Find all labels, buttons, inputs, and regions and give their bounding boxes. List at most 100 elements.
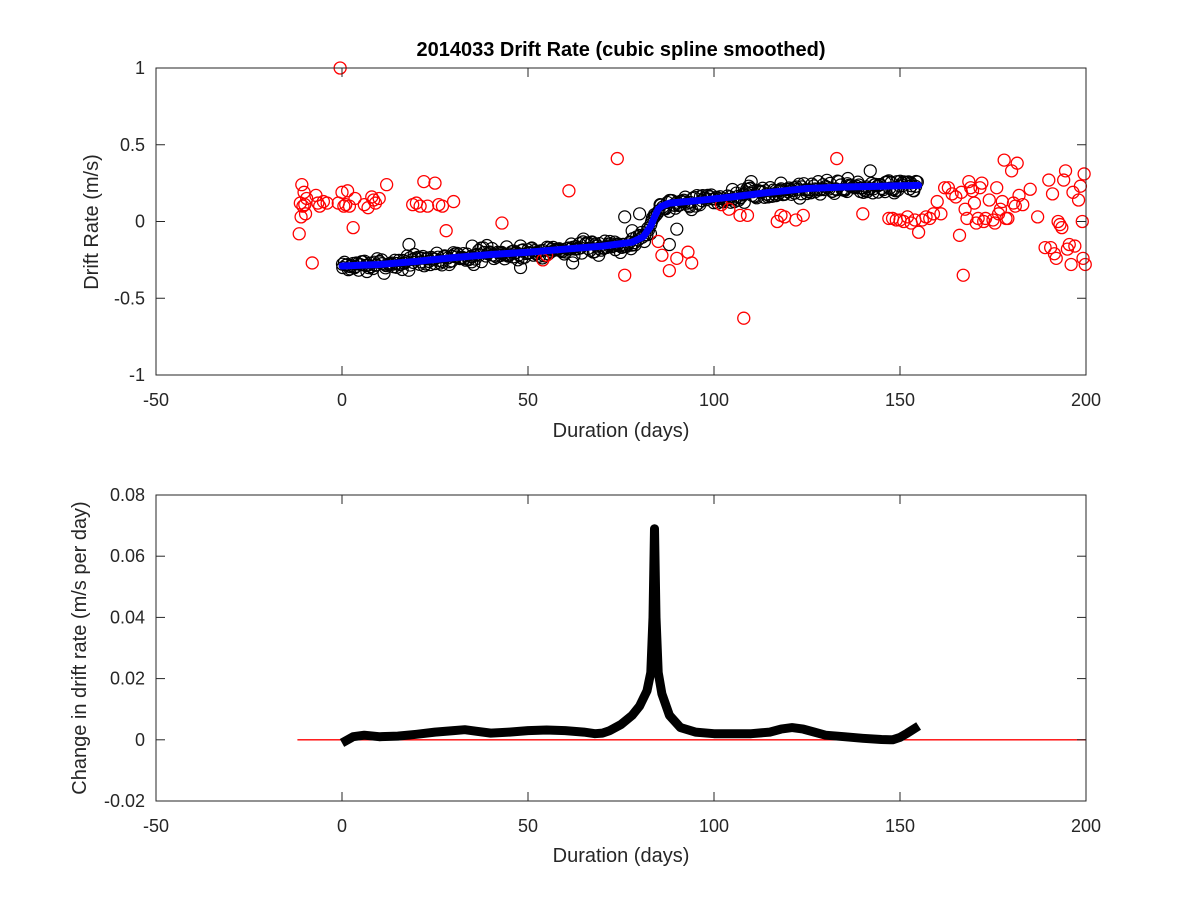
rejected-point [1058,164,1073,178]
rejected-point [294,210,308,224]
rejected-point [311,196,325,210]
rejected-point [446,194,461,209]
rejected-point [1075,214,1089,229]
rejected-point [1077,167,1091,181]
rejected-point [655,248,669,262]
chart-title: 2014033 Drift Rate (cubic spline smoothe… [416,39,825,61]
rejected-point [305,256,319,270]
rejected-point [368,196,383,210]
rejected-point [320,196,334,210]
drift-rate-chart: 2014033 Drift Rate (cubic spline smoothe… [81,39,1101,442]
rejected-point [997,153,1011,167]
rejected-point [945,187,959,201]
rejected-point [495,216,509,230]
observation-point [670,222,684,236]
rejected-point [292,227,306,241]
rejected-point [1023,182,1037,196]
y-tick-label: -1 [129,365,145,385]
x-tick-label: 50 [518,390,538,410]
rejected-point [439,224,453,238]
y-tick-label: -0.5 [114,288,145,308]
rejected-point [737,311,751,325]
rejected-point [428,176,442,190]
rejected-point [740,208,755,223]
rejected-point [670,251,684,265]
rejected-point [562,184,576,198]
y-tick-label: 0.02 [110,669,145,689]
rejected-point [1064,257,1078,272]
observation-point [863,164,877,178]
drift-change-plot-area [297,524,1086,747]
drift-change-y-ticks: -0.02 0 0.02 0.04 0.06 0.08 [104,485,1086,811]
drift-rate-x-ticks: -50 0 50 100 150 200 [143,68,1101,410]
x-tick-label: 200 [1071,390,1101,410]
x-tick-label: 100 [699,816,729,836]
y-tick-label: 0.5 [120,135,145,155]
rejected-point [1016,197,1030,212]
rejected-point [366,193,381,207]
x-tick-label: -50 [143,390,169,410]
rejected-point [1042,173,1056,187]
x-tick-label: 200 [1071,816,1101,836]
rejected-point [982,193,996,207]
rejected-point [967,196,982,210]
rejected-point [915,213,929,227]
observation-point [625,224,639,238]
rejected-point [964,181,978,195]
x-tick-label: 100 [699,390,729,410]
rejected-point [298,207,313,221]
y-tick-label: 0.08 [110,485,145,505]
drift-change-axes-box [155,494,1087,802]
rejected-point [610,151,624,166]
rejected-point [1071,193,1086,207]
observation-point [744,174,758,189]
drift-change-y-axis-label: Change in drift rate (m/s per day) [69,501,91,794]
rejected-point [1030,210,1045,224]
y-tick-label: 0.06 [110,546,145,566]
rejected-point [346,220,360,235]
rejected-point [934,207,948,221]
rejected-point [1010,156,1024,170]
rejected-point [975,176,989,190]
rejected-point [335,185,349,199]
y-tick-label: 0 [135,730,145,750]
rejected-point [789,213,803,227]
rejected-point [618,268,632,282]
rejected-point [340,184,355,198]
rejected-point [1062,237,1076,252]
y-tick-label: 1 [135,58,145,78]
observation-point [566,256,580,270]
rejected-point [337,199,351,213]
rejected-point [651,234,665,249]
rejected-point [990,181,1004,195]
rejected-point [1038,240,1052,255]
observation-point [632,207,647,221]
x-tick-label: 150 [885,390,915,410]
y-tick-label: 0 [135,212,145,232]
rejected-point [923,211,937,226]
rejected-point [295,178,309,192]
rejected-point [348,191,362,206]
rejected-point [1012,188,1026,203]
rejected-point [1049,251,1063,265]
drift-change-chart: -50 0 50 100 150 200 -0.02 0 0.02 0.04 0.06 0.08 D… [69,485,1101,867]
rejected-point [662,263,677,278]
drift-change-x-ticks: -50 0 50 100 150 200 [143,495,1101,836]
rejected-point [1055,220,1069,235]
rejected-point [856,207,870,221]
rejected-point [298,197,312,212]
x-tick-label: -50 [143,816,169,836]
rejected-point [685,256,699,270]
rejected-point [1078,257,1092,272]
rejected-point [1045,187,1060,201]
rejected-point [796,208,810,223]
rejected-point [296,199,310,213]
y-tick-label: 0.04 [110,607,145,627]
rejected-point [300,191,314,206]
x-tick-label: 150 [885,816,915,836]
rejected-point [956,268,970,282]
drift-change-curve [339,524,922,747]
rejected-point [722,202,736,216]
drift-rate-x-axis-label: Duration (days) [553,420,690,442]
